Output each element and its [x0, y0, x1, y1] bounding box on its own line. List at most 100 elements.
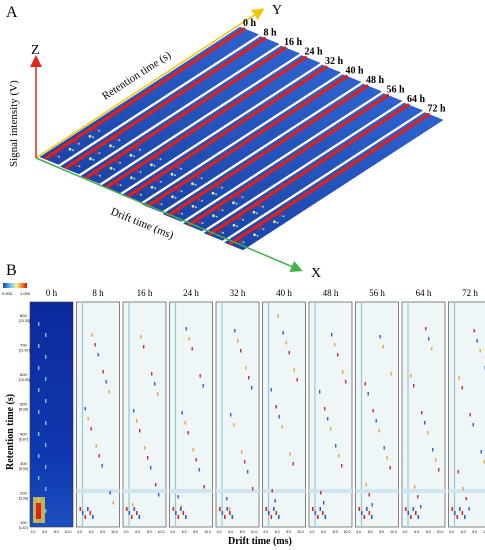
spot	[273, 507, 275, 511]
panel-b-subpanels: 0 h 4.0 6.0 8.0 10.0 8 h 4.0 6.0 8.0 10.0 16 h 4.0 6…	[29, 288, 485, 534]
spot	[293, 368, 295, 372]
peak-ridge	[208, 103, 410, 236]
peak-mark	[136, 192, 140, 196]
peak-mark	[99, 174, 101, 177]
spot	[188, 337, 190, 341]
spot	[317, 515, 319, 519]
axis-x-letter: X	[311, 266, 321, 281]
spot	[185, 327, 187, 331]
peak-mark	[136, 169, 139, 173]
spot	[361, 511, 363, 515]
spot	[382, 345, 384, 349]
spot	[234, 329, 236, 333]
spot	[342, 370, 344, 374]
peak-mark	[119, 184, 122, 187]
spot	[38, 366, 40, 370]
sample-label-a: 56 h	[387, 85, 406, 96]
spot	[237, 339, 239, 343]
spot	[38, 410, 40, 414]
spot	[202, 384, 204, 388]
spot	[138, 515, 141, 519]
rip-core	[36, 503, 41, 519]
peak-mark	[253, 233, 256, 237]
spot	[378, 429, 380, 433]
sample-label-a: 64 h	[407, 94, 426, 105]
x-tick-label: 6.0	[321, 530, 326, 534]
peak-mark	[171, 195, 174, 199]
spot	[224, 515, 226, 519]
spot	[457, 470, 459, 474]
sample-label-b: 56 h	[369, 288, 385, 298]
spot	[92, 515, 94, 519]
peak-mark	[130, 176, 133, 180]
reference-spectrum	[29, 301, 74, 528]
spot	[112, 501, 114, 505]
drift-time-label-b: Drift time (ms)	[228, 536, 292, 547]
spot	[144, 446, 146, 450]
spot	[366, 507, 368, 511]
y-tick-label: 800	[20, 313, 27, 318]
x-tick-label: 4.0	[77, 530, 82, 534]
spot	[177, 495, 179, 499]
sample-label-b: 72 h	[462, 288, 478, 298]
peak-mark	[200, 177, 203, 180]
peak-mark	[201, 199, 203, 202]
spot	[177, 515, 180, 519]
spot	[461, 386, 463, 390]
peak-ridge	[228, 112, 431, 246]
spot	[248, 376, 250, 380]
x-tick-label: 8.0	[426, 530, 431, 534]
sample-label-a: 0 h	[243, 18, 257, 29]
spot	[421, 411, 423, 415]
x-tick-label: 10.0	[297, 530, 304, 534]
spot	[84, 407, 86, 411]
x-tick-label: 10.0	[483, 530, 485, 534]
spot	[278, 415, 280, 419]
spot	[282, 331, 284, 335]
sample-label-a: 40 h	[346, 66, 365, 77]
x-tick-label: 8.0	[379, 530, 384, 534]
spot	[337, 353, 339, 357]
band	[123, 489, 166, 493]
y-tick-label: 500	[20, 402, 27, 407]
peak-mark	[181, 212, 183, 215]
sample-label-a: 16 h	[284, 37, 303, 48]
y-subtick-label: [1.67]	[19, 526, 28, 530]
spot	[199, 374, 201, 378]
spot	[45, 443, 47, 447]
peak-mark	[194, 183, 197, 186]
sample-label-a: 8 h	[264, 28, 278, 39]
peak-mark	[150, 163, 153, 167]
sample-strip	[80, 45, 300, 184]
drift-time-label-a: Drift time (ms)	[109, 206, 176, 242]
spot	[158, 493, 160, 497]
signal-intensity-label: Signal intensity (V)	[8, 80, 20, 167]
peak-mark	[180, 190, 183, 193]
peak-mark	[94, 128, 98, 132]
spot	[233, 423, 235, 427]
spot	[334, 343, 336, 347]
peak-mark	[256, 212, 258, 215]
x-tick-label: 6.0	[182, 530, 187, 534]
spot	[472, 423, 474, 427]
spot	[108, 390, 110, 394]
spot	[91, 333, 93, 337]
peak-mark	[88, 134, 92, 138]
spot	[469, 413, 471, 417]
peak-mark	[74, 141, 78, 145]
spot	[292, 462, 294, 466]
peak-mark	[109, 144, 112, 148]
spot	[105, 380, 107, 384]
spot	[468, 507, 470, 511]
peak-mark	[211, 191, 215, 195]
spot	[462, 487, 464, 491]
spot	[184, 421, 186, 425]
spot	[320, 491, 322, 495]
spot	[410, 374, 412, 378]
spot	[38, 344, 40, 348]
spot	[38, 454, 40, 458]
spot	[389, 466, 391, 470]
colorbar-max: 1.000	[20, 291, 31, 296]
sample-label-b: 64 h	[416, 288, 432, 298]
peak-mark	[273, 220, 276, 224]
